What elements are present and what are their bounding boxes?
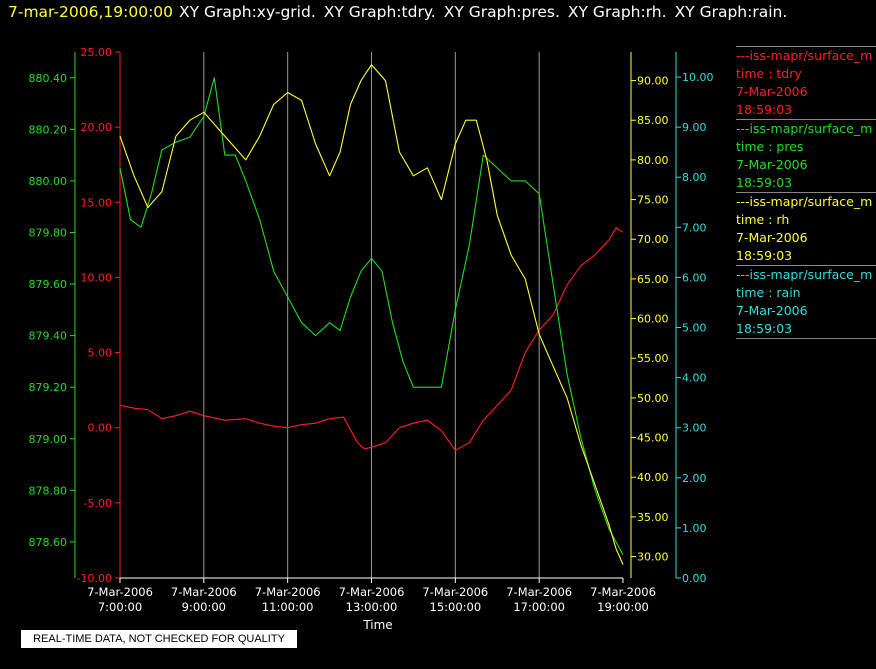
pres-y-tick-label: 880.20 [29,123,68,136]
rh-y-tick-label: 65.00 [637,273,669,286]
x-tick-label-time: 9:00:00 [182,600,226,614]
x-tick-label-date: 7-Mar-2006 [87,585,153,599]
legend-entry-pres[interactable]: ---iss-mapr/surface_m time : pres 7-Mar-… [736,119,876,192]
tdry-y-tick-label: 10.00 [81,271,113,284]
pres-y-tick-label: 879.80 [29,226,68,239]
x-tick-label-time: 13:00:00 [346,600,398,614]
rh-y-tick-label: 30.00 [637,551,669,564]
legend-rh-date: 7-Mar-2006 [736,230,808,245]
legend-rh-time: 18:59:03 [736,248,793,263]
rh-y-tick-label: 35.00 [637,511,669,524]
tdry-y-tick-label: 25.00 [81,46,113,59]
tdry-y-tick-label: 15.00 [81,196,113,209]
x-tick-label-time: 17:00:00 [513,600,565,614]
pres-y-tick-label: 879.60 [29,278,68,291]
tdry-y-tick-label: -5.00 [84,497,112,510]
rain-y-tick-label: 8.00 [682,171,707,184]
rh-y-tick-label: 50.00 [637,392,669,405]
pres-y-tick-label: 879.20 [29,381,68,394]
header-graph-rh[interactable]: XY Graph:rh. [567,3,667,21]
rain-y-tick-label: 3.00 [682,422,707,435]
tdry-y-tick-label: 0.00 [88,422,113,435]
x-tick-label-date: 7-Mar-2006 [255,585,321,599]
pres-y-tick-label: 878.60 [29,536,68,549]
x-tick-label-date: 7-Mar-2006 [590,585,656,599]
rain-y-tick-label: 6.00 [682,271,707,284]
x-tick-label-date: 7-Mar-2006 [506,585,572,599]
rh-y-tick-label: 90.00 [637,75,669,88]
rain-y-tick-label: 0.00 [682,572,707,585]
rain-y-tick-label: 9.00 [682,121,707,134]
legend-entry-rh[interactable]: ---iss-mapr/surface_m time : rh 7-Mar-20… [736,192,876,265]
header-graph-pres[interactable]: XY Graph:pres. [443,3,560,21]
rain-y-tick-label: 7.00 [682,221,707,234]
series-line-pres [119,77,624,556]
grid-lines [203,52,540,578]
rain-y-tick-label: 10.00 [682,71,714,84]
rain-y-tick-label: 2.00 [682,472,707,485]
header-graph-xy-grid[interactable]: XY Graph:xy-grid. [179,3,316,21]
legend-pres-time: 18:59:03 [736,175,793,190]
pres-y-tick-label: 880.00 [29,175,68,188]
rain-y-tick-label: 1.00 [682,522,707,535]
legend-tdry-time: 18:59:03 [736,102,793,117]
tdry-y-tick-label: -10.00 [77,572,112,585]
quality-notice: REAL-TIME DATA, NOT CHECKED FOR QUALITY [21,630,297,648]
legend-rain-date: 7-Mar-2006 [736,303,808,318]
pres-y-tick-label: 879.40 [29,330,68,343]
tdry-y-tick-label: 5.00 [88,347,113,360]
rh-y-tick-label: 45.00 [637,432,669,445]
legend-pres-date: 7-Mar-2006 [736,157,808,172]
legend-tdry-name: ---iss-mapr/surface_m [736,48,873,63]
pres-y-tick-label: 879.00 [29,433,68,446]
graph-header: 7-mar-2006,19:00:00 XY Graph:xy-grid. XY G… [8,3,795,21]
legend-pres-name: ---iss-mapr/surface_m [736,121,873,136]
legend-rain-time: 18:59:03 [736,321,793,336]
x-axis-label: Time [362,618,392,632]
rain-y-tick-label: 4.00 [682,372,707,385]
rain-y-tick-label: 5.00 [682,322,707,335]
legend-entry-tdry[interactable]: ---iss-mapr/surface_m time : tdry 7-Mar-… [736,46,876,119]
x-tick-label-time: 11:00:00 [262,600,314,614]
legend-entry-rain[interactable]: ---iss-mapr/surface_m time : rain 7-Mar-… [736,265,876,339]
rh-y-tick-label: 70.00 [637,233,669,246]
pres-y-tick-label: 878.80 [29,484,68,497]
rh-y-tick-label: 75.00 [637,194,669,207]
x-tick-label-time: 7:00:00 [98,600,142,614]
header-graph-rain[interactable]: XY Graph:rain. [674,3,788,21]
tdry-y-tick-label: 20.00 [81,121,113,134]
legend-rh-field: time : rh [736,212,790,227]
x-tick-label-time: 15:00:00 [430,600,482,614]
x-tick-label-time: 19:00:00 [597,600,649,614]
legend-pres-field: time : pres [736,139,804,154]
legend-rain-field: time : rain [736,285,801,300]
rh-y-tick-label: 55.00 [637,352,669,365]
rh-y-tick-label: 40.00 [637,471,669,484]
x-tick-label-date: 7-Mar-2006 [422,585,488,599]
x-tick-label-date: 7-Mar-2006 [171,585,237,599]
axes: 878.60 878.80 879.00 879.20 879.40 879.60 879.… [29,46,714,585]
legend: ---iss-mapr/surface_m time : tdry 7-Mar-… [736,46,876,339]
x-tick-label-date: 7-Mar-2006 [339,585,405,599]
rh-y-tick-label: 85.00 [637,114,669,127]
header-timestamp: 7-mar-2006,19:00:00 [8,3,174,21]
pres-y-tick-label: 880.40 [29,72,68,85]
legend-rain-name: ---iss-mapr/surface_m [736,267,873,282]
legend-tdry-date: 7-Mar-2006 [736,84,808,99]
x-axis: 7-Mar-20067:00:007-Mar-20069:00:007-Mar-… [87,577,656,614]
rh-y-tick-label: 80.00 [637,154,669,167]
series-line-tdry [119,227,624,451]
rh-y-tick-label: 60.00 [637,313,669,326]
header-graph-tdry[interactable]: XY Graph:tdry. [323,3,436,21]
legend-tdry-field: time : tdry [736,66,802,81]
legend-rh-name: ---iss-mapr/surface_m [736,194,873,209]
series-line-rh [119,64,624,565]
